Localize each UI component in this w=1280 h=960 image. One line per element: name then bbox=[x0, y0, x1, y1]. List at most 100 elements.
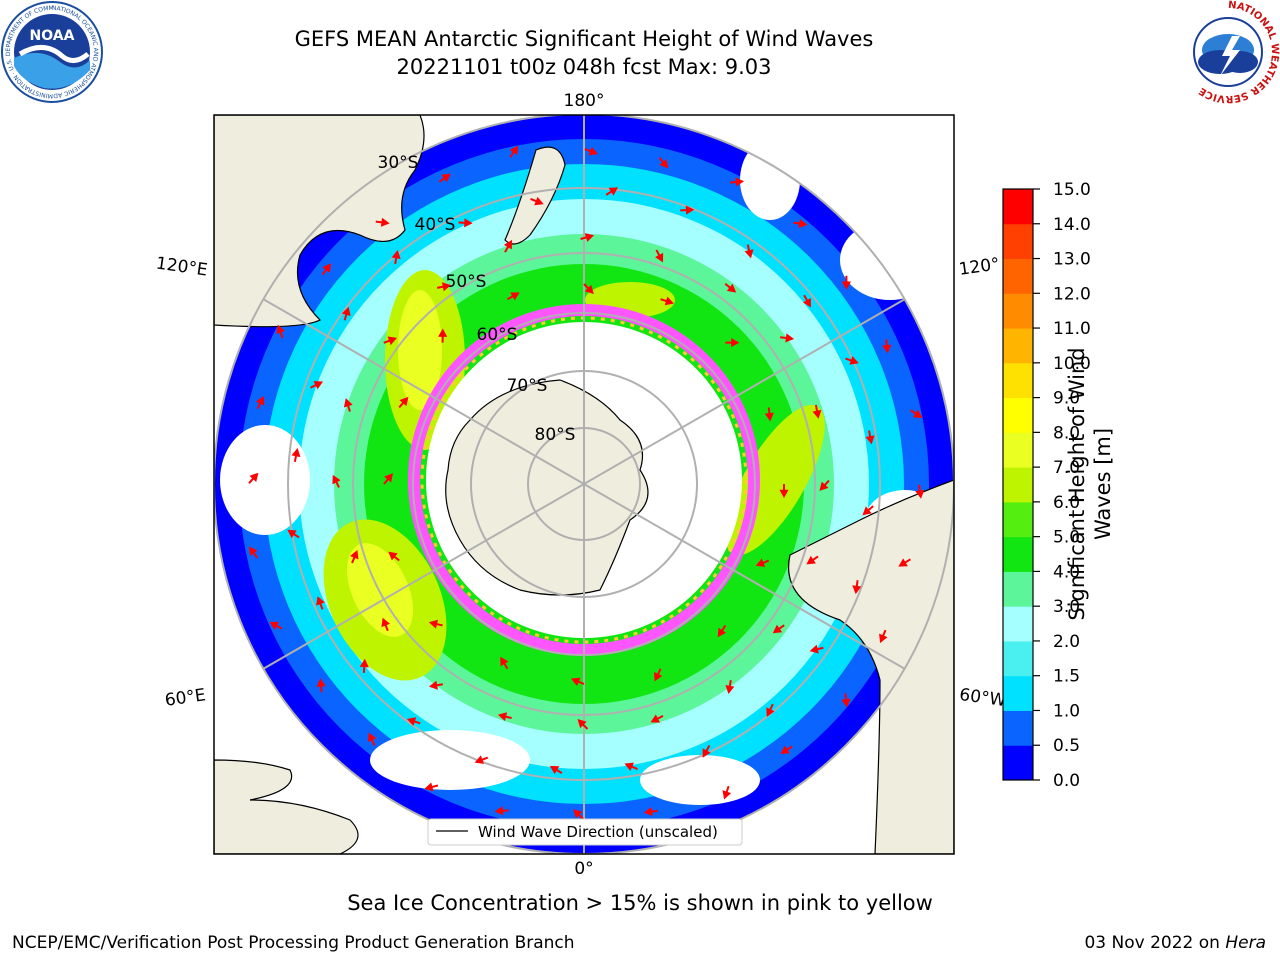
wind-arrow-head bbox=[316, 596, 325, 606]
wind-arrow-head bbox=[798, 219, 808, 229]
africa-land bbox=[214, 759, 359, 854]
colorbar-swatch bbox=[1003, 189, 1033, 225]
lat-label-70s: 70°S bbox=[507, 376, 548, 396]
legend: Wind Wave Direction (unscaled) bbox=[427, 818, 743, 846]
wind-arrow-head bbox=[731, 338, 740, 348]
wind-arrow-head bbox=[659, 159, 669, 169]
wind-arrow-head bbox=[725, 685, 735, 695]
wind-arrow-head bbox=[735, 177, 745, 187]
wind-arrow-head bbox=[812, 409, 822, 419]
colorbar-swatch bbox=[1003, 710, 1033, 746]
wind-arrow-head bbox=[380, 217, 390, 227]
colorbar-swatch bbox=[1003, 397, 1033, 433]
wind-arrow-head bbox=[428, 680, 438, 690]
wind-arrow-head bbox=[343, 398, 353, 408]
colorbar-swatch bbox=[1003, 432, 1033, 468]
wind-arrow-head bbox=[287, 529, 297, 539]
wind-arrow-head bbox=[438, 328, 448, 337]
wind-arrow-head bbox=[744, 249, 754, 259]
wind-arrow-head bbox=[849, 356, 859, 365]
wind-arrow-head bbox=[367, 732, 377, 743]
wind-arrow-head bbox=[702, 748, 711, 758]
wind-arrow-head bbox=[655, 252, 664, 263]
wind-arrow-head bbox=[571, 677, 581, 687]
colorbar-tick-label: 1.0 bbox=[1053, 701, 1080, 721]
wind-arrow-head bbox=[509, 145, 519, 156]
wind-arrow-head bbox=[388, 551, 398, 561]
wind-arrow-head bbox=[316, 678, 326, 687]
lat-label-60s: 60°S bbox=[477, 325, 518, 345]
wind-arrow-head bbox=[248, 546, 258, 556]
wind-arrow-head bbox=[384, 473, 393, 483]
wind-arrow-head bbox=[534, 196, 544, 206]
wind-arrow-head bbox=[819, 481, 829, 491]
wind-arrow-head bbox=[549, 765, 560, 775]
wind-arrow-head bbox=[350, 549, 359, 560]
footer-right: 03 Nov 2022 on Hera bbox=[1084, 933, 1266, 953]
wind-arrow-head bbox=[764, 412, 774, 422]
colorbar-tick-label: 12.0 bbox=[1053, 284, 1091, 304]
wind-arrow-head bbox=[650, 714, 660, 723]
wind-arrow-head bbox=[428, 619, 439, 629]
lat-label-40s: 40°S bbox=[415, 215, 456, 235]
wind-arrow-head bbox=[391, 250, 401, 260]
colorbar-swatch bbox=[1003, 536, 1033, 572]
wind-arrow-head bbox=[381, 617, 390, 628]
wind-arrow-head bbox=[249, 472, 259, 482]
colorbar-tick-label: 9.0 bbox=[1053, 389, 1080, 409]
colorbar-swatch bbox=[1003, 745, 1033, 781]
colorbar-tick-label: 1.5 bbox=[1053, 667, 1080, 687]
wind-arrow-head bbox=[643, 806, 653, 817]
wind-arrow-head bbox=[608, 187, 619, 196]
wind-arrow-head bbox=[341, 306, 351, 317]
wind-arrow-head bbox=[785, 333, 795, 343]
lat-label-50s: 50°S bbox=[446, 272, 487, 292]
wind-arrow-head bbox=[474, 755, 485, 764]
wind-arrow-head bbox=[865, 435, 875, 445]
wind-arrow-head bbox=[359, 658, 369, 668]
graticule bbox=[214, 115, 954, 854]
lon-label-60e: 60°E bbox=[164, 685, 207, 710]
wind-arrow-head bbox=[766, 707, 775, 717]
colorbar-swatch bbox=[1003, 328, 1033, 364]
colorbar-swatch bbox=[1003, 258, 1033, 294]
wind-wave-arrows bbox=[248, 145, 925, 820]
wind-arrow-head bbox=[653, 672, 663, 682]
colorbar-tick-label: 10.0 bbox=[1053, 354, 1091, 374]
wind-arrow-head bbox=[755, 558, 766, 567]
footer-left: NCEP/EMC/Verification Post Processing Pr… bbox=[12, 933, 575, 953]
wind-arrow-head bbox=[573, 809, 583, 819]
wind-arrow-head bbox=[841, 281, 851, 290]
wind-arrow-head bbox=[313, 381, 324, 390]
colorbar-tick-label: 11.0 bbox=[1053, 319, 1091, 339]
wind-arrow-head bbox=[915, 489, 925, 499]
wind-arrow-head bbox=[464, 218, 473, 228]
lon-label-180: 180° bbox=[564, 91, 605, 111]
national-weather-service-logo: NATIONAL WEATHER SERVICE bbox=[1180, 0, 1280, 104]
wind-arrow-head bbox=[588, 146, 598, 156]
sea-ice-caption: Sea Ice Concentration > 15% is shown in … bbox=[347, 891, 933, 915]
colorbar: 0.0 0.5 1.0 1.5 2.0 3.0 4.0 5.0 6.0 7.0 8.0 9.0 10.0… bbox=[1002, 180, 1091, 791]
colorbar-tick-label: 15.0 bbox=[1053, 180, 1091, 200]
svg-text:NOAA: NOAA bbox=[30, 28, 75, 44]
wind-arrow-head bbox=[862, 506, 872, 516]
colorbar-tick-label: 6.0 bbox=[1053, 493, 1080, 513]
colorbar-tick-label: 3.0 bbox=[1053, 597, 1080, 617]
wind-arrow-head bbox=[722, 790, 732, 800]
colorbar-swatch bbox=[1003, 606, 1033, 642]
colorbar-swatch bbox=[1003, 223, 1033, 260]
colorbar-swatch bbox=[1003, 640, 1033, 677]
colorbar-swatch bbox=[1003, 362, 1033, 399]
wind-arrow-head bbox=[387, 336, 397, 346]
wind-arrow-head bbox=[913, 409, 923, 419]
colorbar-tick-label: 8.0 bbox=[1053, 423, 1080, 443]
wind-arrow-head bbox=[806, 555, 816, 565]
wind-arrow-head bbox=[269, 621, 279, 630]
colorbar-tick-label: 5.0 bbox=[1053, 528, 1080, 548]
south-america-land bbox=[788, 479, 954, 854]
australia-land bbox=[214, 115, 425, 328]
wind-arrow-head bbox=[332, 474, 341, 485]
wind-arrow-head bbox=[779, 489, 789, 499]
lon-label-120e: 120°E bbox=[155, 254, 209, 281]
wind-arrow-head bbox=[664, 296, 674, 306]
